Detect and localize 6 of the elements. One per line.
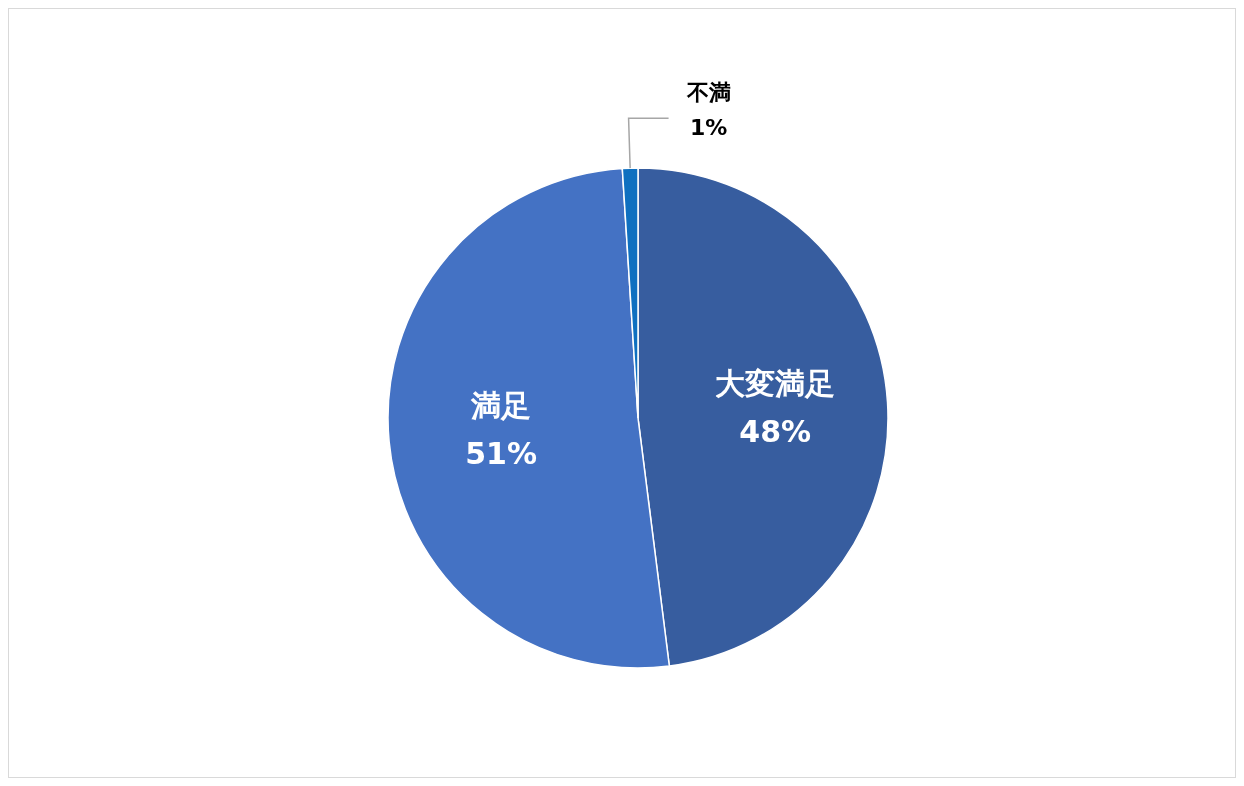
data-label: 51% xyxy=(465,435,538,471)
data-label: 1% xyxy=(689,115,728,141)
slice-label: 大変満足 xyxy=(715,366,836,402)
slice-label: 満足 xyxy=(470,387,532,423)
data-label: 48% xyxy=(739,414,812,450)
slice-label: 不満 xyxy=(685,79,731,105)
